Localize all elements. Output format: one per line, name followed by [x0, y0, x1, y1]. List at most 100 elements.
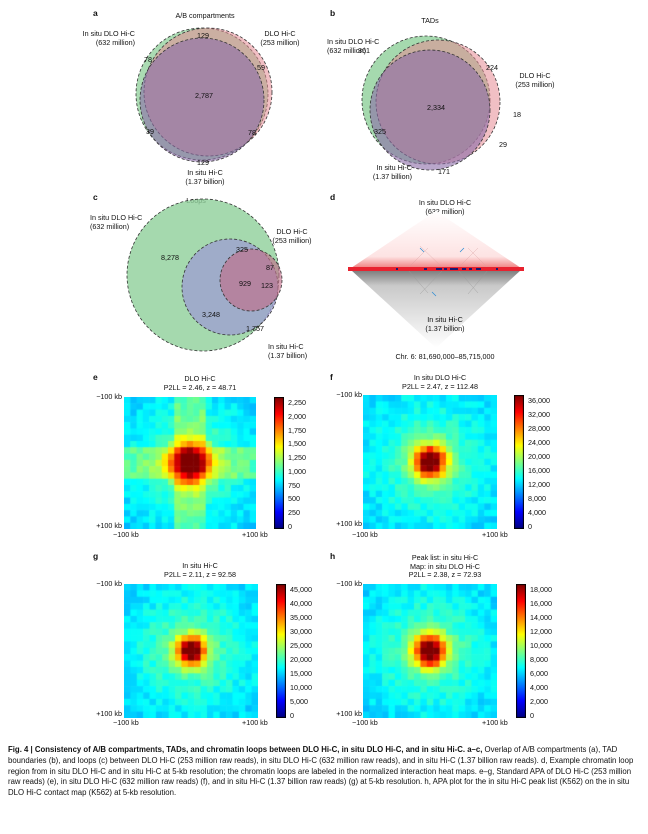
panel-e-heatmap: [124, 397, 256, 529]
panel-c-count-top-right: 325: [236, 245, 248, 254]
panel-f-colorbar-tick: 8,000: [528, 494, 546, 503]
panel-f-colorbar-tick: 36,000: [528, 396, 550, 405]
panel-f-colorbar-tick: 20,000: [528, 452, 550, 461]
panel-e-colorbar-tick: 500: [288, 494, 300, 504]
panel-g-colorbar-tick: 5,000: [290, 697, 308, 706]
panel-c-set-right: DLO Hi-C (253 million): [272, 227, 312, 245]
panel-f-y-bottom: +100 kb: [336, 519, 362, 528]
panel-f-y-top: −100 kb: [336, 390, 362, 399]
panel-c-count-center: 929: [239, 279, 251, 288]
panel-f-title: In situ DLO Hi-C P2LL = 2.47, z = 112.48: [402, 373, 478, 391]
panel-e-colorbar-tick: 2,250: [288, 398, 306, 407]
panel-g-y-top: −100 kb: [96, 579, 122, 588]
panel-c-set-left: In situ DLO Hi-C (632 million): [90, 213, 143, 231]
panel-a-count-top: 129: [197, 31, 209, 40]
panel-b-count-lower-right: 29: [499, 140, 507, 149]
panel-c-count-lower-center: 3,248: [202, 310, 220, 319]
panel-b-set-left: In situ DLO Hi-C (632 million): [327, 37, 380, 55]
panel-e-title: DLO Hi-C P2LL = 2.46, z = 48.71: [163, 374, 237, 392]
panel-d-bottom-label: In situ Hi-C (1.37 billion): [425, 315, 465, 333]
panel-a-set-left: In situ DLO Hi-C (632 million): [82, 29, 135, 47]
panel-g-heatmap: [124, 584, 258, 718]
panel-g-y-bottom: +100 kb: [96, 709, 122, 718]
panel-h-y-top: −100 kb: [336, 579, 362, 588]
panel-h-colorbar-tick: 6,000: [530, 669, 548, 678]
panel-e-colorbar-tick: 1,500: [288, 439, 306, 449]
panel-h-letter: h: [330, 551, 336, 561]
panel-h-colorbar-tick: 12,000: [530, 627, 552, 636]
panel-e-colorbar-tick: 250: [288, 508, 300, 518]
panel-a-set-right: DLO Hi-C (253 million): [260, 29, 300, 47]
panel-e-colorbar-tick: 1,750: [288, 425, 306, 435]
panel-f-colorbar-tick: 0: [528, 522, 532, 531]
panel-a-count-lower-right: 78: [248, 128, 256, 137]
panel-h-colorbar-tick: 0: [530, 711, 534, 720]
panel-h-colorbar-tick: 10,000: [530, 641, 552, 650]
panel-e-colorbar-tick: 0: [288, 522, 292, 531]
panel-h-colorbar-tick: 4,000: [530, 683, 548, 692]
panel-f-colorbar: [514, 395, 524, 529]
panel-c-count-lower-right: 1,757: [246, 324, 264, 333]
panel-c-count-right: 123: [261, 281, 273, 290]
panel-b-count-center: 2,334: [427, 103, 445, 112]
panel-a-venn: 129 78 59 2,787 39 78 129: [135, 27, 273, 167]
panel-f-colorbar-tick: 32,000: [528, 410, 550, 419]
panel-b-count-lower-left: 325: [374, 127, 386, 136]
panel-h-x-right: +100 kb: [482, 718, 508, 727]
panel-g-colorbar-tick: 20,000: [290, 655, 312, 664]
panel-h-colorbar-tick: 18,000: [530, 585, 552, 594]
panel-e-colorbar: [274, 397, 284, 529]
panel-g-x-right: +100 kb: [242, 718, 268, 727]
panel-f-colorbar-tick: 16,000: [528, 466, 550, 475]
panel-g-colorbar-tick: 25,000: [290, 641, 312, 650]
panel-d-region: Chr. 6: 81,690,000–85,715,000: [395, 352, 495, 361]
panel-g-colorbar-tick: 40,000: [290, 599, 312, 608]
panel-g-title: In situ Hi-C P2LL = 2.11, z = 92.58: [164, 561, 236, 579]
panel-b-title: TADs: [421, 16, 439, 25]
panel-d-top-label: In situ DLO Hi-C (632 million): [418, 198, 472, 216]
panel-g-letter: g: [93, 551, 99, 561]
panel-h-colorbar-tick: 14,000: [530, 613, 552, 622]
panel-g-x-left: −100 kb: [113, 718, 139, 727]
panel-a-count-right: 59: [257, 63, 265, 72]
panel-h-title: Peak list: in situ Hi-C Map: in situ DLO …: [408, 553, 482, 580]
panel-a-set-bottom: In situ Hi-C (1.37 billion): [185, 168, 225, 186]
panel-b-venn: 361 224 2,334 18 325 29 171: [358, 35, 521, 176]
caption-body: Overlap of A/B compartments (a), TAD bou…: [8, 745, 634, 797]
panel-h-y-bottom: +100 kb: [336, 709, 362, 718]
panel-h-colorbar-tick: 2,000: [530, 697, 548, 706]
panel-g-colorbar-tick: 30,000: [290, 627, 312, 636]
panel-f-x-right: +100 kb: [482, 530, 508, 539]
panel-f-colorbar-tick: 12,000: [528, 480, 550, 489]
panel-g-colorbar-tick: 35,000: [290, 613, 312, 622]
panel-e-colorbar-tick: 1,000: [288, 466, 306, 476]
panel-a-count-bottom: 129: [197, 158, 209, 167]
panel-b-letter: b: [330, 8, 336, 18]
panel-b-count-bottom: 171: [438, 167, 450, 176]
panel-e-colorbar-tick: 750: [288, 480, 300, 490]
panel-h-heatmap: [363, 584, 497, 718]
panel-a-count-center: 2,787: [195, 91, 213, 100]
panel-h-colorbar: [516, 584, 526, 718]
panel-a-count-left: 78: [144, 55, 152, 64]
panel-b-count-upper-right: 224: [486, 63, 498, 72]
panel-c-venn: 8,278 325 87 929 123 3,248 1,757: [126, 198, 283, 352]
panel-h-x-left: −100 kb: [352, 718, 378, 727]
panel-b-set-right: DLO Hi-C (253 million): [515, 71, 555, 89]
panel-e-x-right: +100 kb: [242, 530, 268, 539]
panel-g-colorbar-tick: 15,000: [290, 669, 312, 678]
panel-b-count-right: 18: [513, 110, 521, 119]
panel-a-letter: a: [93, 8, 98, 18]
panel-h-colorbar-tick: 8,000: [530, 655, 548, 664]
panel-a-count-lower-left: 39: [146, 127, 154, 136]
panel-f-letter: f: [330, 372, 333, 382]
panel-e-y-bottom: +100 kb: [96, 521, 122, 530]
panel-c-set-bottom: In situ Hi-C (1.37 billion): [268, 342, 308, 360]
panel-g-colorbar-tick: 0: [290, 711, 294, 720]
panel-d-letter: d: [330, 192, 336, 202]
panel-e-letter: e: [93, 372, 98, 382]
panel-c-count-left: 8,278: [161, 253, 179, 262]
panel-e-x-left: −100 kb: [113, 530, 139, 539]
panel-g-colorbar-tick: 45,000: [290, 585, 312, 594]
panel-b-set-bottom: In situ Hi-C (1.37 billion): [372, 163, 412, 181]
